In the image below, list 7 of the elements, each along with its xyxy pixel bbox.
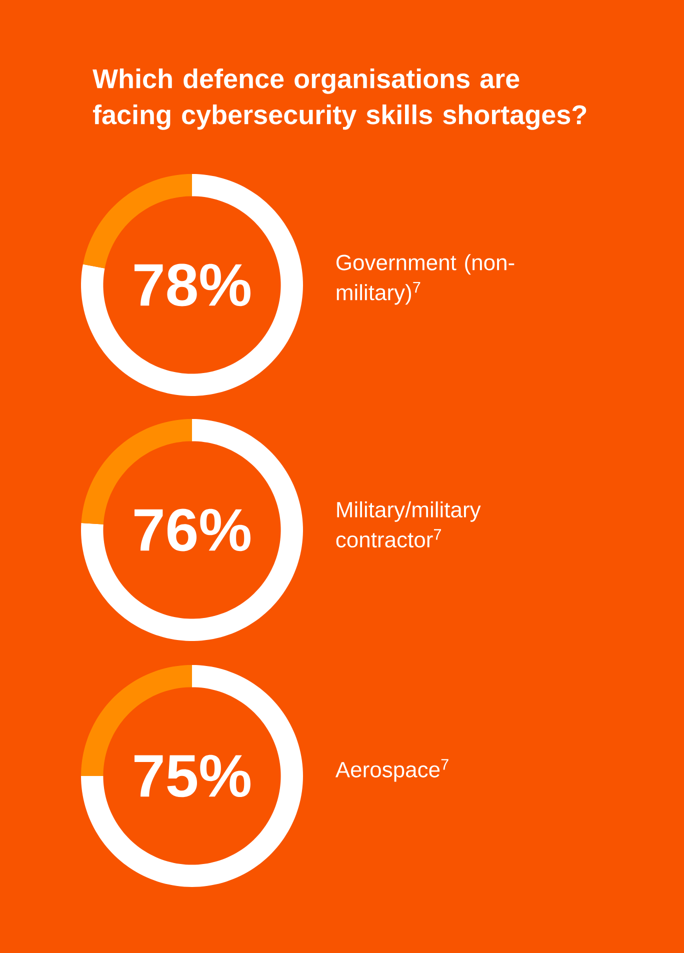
- slice-label: Military/military contractor$^{7}$: [336, 501, 481, 548]
- slice-label: Government (non-military)$^{7}$: [336, 254, 514, 305]
- data-label: 75%: [134, 754, 250, 798]
- chart-title: Which defence organisations are facing cybersecurity skills shortages?: [92, 68, 586, 130]
- slice-label: Aerospace$^{7}$: [335, 759, 448, 782]
- data-label: 76%: [134, 508, 250, 552]
- data-label: 78%: [134, 264, 250, 306]
